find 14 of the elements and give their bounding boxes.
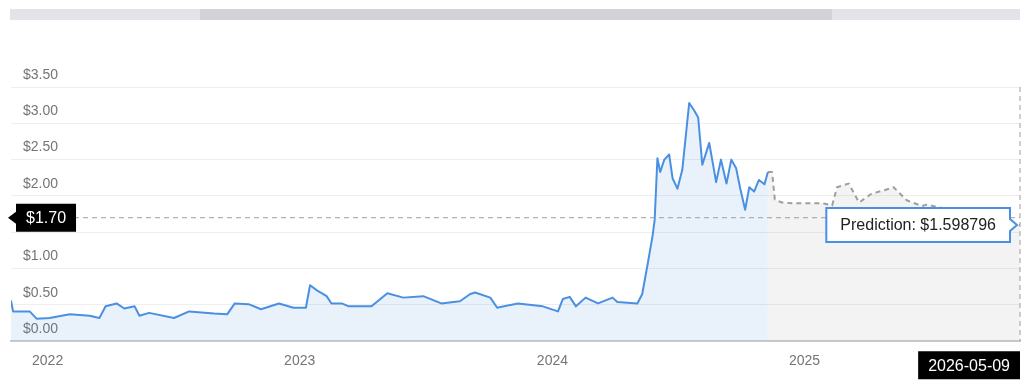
x-tick-label: 2024 xyxy=(536,352,569,369)
y-tick-label: $3.50 xyxy=(23,65,59,82)
y-tick-label: $2.00 xyxy=(23,174,59,191)
x-tick-label: 2022 xyxy=(32,352,64,369)
y-tick-label: $3.00 xyxy=(23,102,59,119)
x-tick-label: 2025 xyxy=(788,352,821,369)
annotation: Prediction: $1.598796 xyxy=(840,216,997,234)
ref-line-label: 2026-05-09 xyxy=(928,356,1011,374)
y-tick-label: $1.00 xyxy=(23,247,59,264)
y-tick-label: $2.50 xyxy=(23,138,59,155)
ref-line-label: $1.70 xyxy=(26,209,67,227)
y-tick-label: $0.00 xyxy=(23,320,59,337)
y-tick-label: $0.50 xyxy=(23,283,59,300)
x-tick-label: 2023 xyxy=(284,352,316,369)
